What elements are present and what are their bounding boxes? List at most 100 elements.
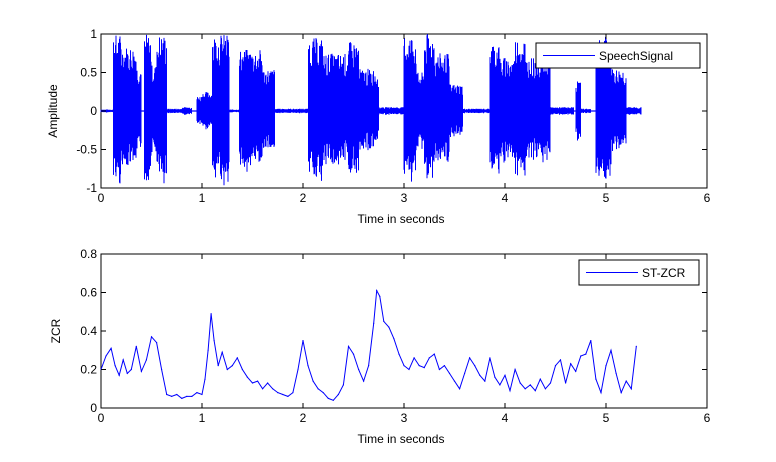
zcr-data-point: [565, 382, 567, 384]
zcr-data-point: [459, 388, 461, 390]
zcr-data-point: [358, 368, 360, 371]
zcr-data-point: [539, 378, 541, 380]
zcr-data-point: [575, 370, 577, 372]
zcr-data-point: [408, 368, 410, 371]
zcr-data-point: [373, 322, 375, 324]
zcr-data-point: [489, 357, 491, 359]
zcr-data-point: [352, 353, 355, 355]
x-tick-label: 6: [704, 191, 711, 205]
zcr-data-point: [327, 397, 329, 399]
zcr-data-point: [379, 295, 381, 297]
x-tick-label: 2: [300, 411, 307, 425]
x-axis-label: Time in seconds: [358, 212, 445, 226]
zcr-data-point: [413, 357, 415, 359]
zcr-data-point: [246, 376, 248, 378]
y-tick-label: 0: [90, 401, 97, 415]
zcr-data-point: [590, 340, 592, 342]
zcr-data-point: [267, 382, 269, 384]
zcr-data-point: [150, 336, 153, 338]
zcr-data-point: [630, 388, 632, 390]
y-tick-label: 0: [90, 104, 97, 118]
x-tick-label: 0: [98, 411, 105, 425]
zcr-data-point: [625, 380, 627, 382]
zcr-data-point: [524, 388, 526, 390]
legend: ST-ZCR: [578, 259, 700, 286]
zcr-data-point: [118, 374, 120, 376]
zcr-data-point: [322, 392, 324, 394]
zcr-data-point: [156, 342, 158, 344]
y-tick-label: 0.2: [80, 363, 97, 377]
zcr-data-point: [231, 365, 233, 367]
zcr-data-point: [114, 365, 116, 367]
zcr-data-point: [297, 368, 299, 371]
x-tick-label: 4: [502, 191, 509, 205]
zcr-data-point: [201, 393, 203, 396]
zcr-data-point: [196, 392, 198, 394]
zcr-data-point: [509, 390, 511, 392]
zcr-data-point: [122, 359, 124, 361]
x-tick-label: 3: [401, 191, 408, 205]
x-tick-label: 5: [603, 191, 610, 205]
x-axis-label: Time in seconds: [358, 432, 445, 446]
zcr-data-point: [140, 370, 142, 372]
x-tick-label: 3: [401, 411, 408, 425]
zcr-data-point: [110, 347, 112, 349]
y-tick-label: -1: [86, 181, 97, 195]
zcr-data-point: [484, 380, 486, 382]
x-tick-label: 1: [199, 191, 206, 205]
zcr-data-point: [494, 376, 496, 378]
zcr-data-point: [337, 393, 339, 396]
zcr-data-point: [191, 395, 193, 397]
zcr-data-point: [423, 367, 425, 369]
zcr-data-point: [368, 365, 370, 367]
zcr-data-point: [383, 320, 385, 322]
axis-ticks: 0 1 2 3 4 5 6 0 0.2 0.4 0.6 0.8: [80, 247, 710, 425]
zcr-data-point: [620, 392, 622, 394]
zcr-data-point: [549, 382, 552, 384]
legend: SpeechSignal: [535, 42, 701, 69]
zcr-data-point: [600, 392, 602, 394]
zcr-data-point: [499, 384, 501, 386]
x-tick-label: 5: [603, 411, 610, 425]
zcr-data-point: [443, 365, 445, 367]
zcr-data-point: [585, 353, 587, 355]
zcr-data-point: [241, 368, 243, 371]
zcr-data-point: [388, 326, 390, 328]
zcr-data-point: [161, 368, 163, 371]
zcr-data-point: [438, 368, 440, 371]
zcr-data-point: [282, 393, 284, 396]
y-tick-label: 0.6: [80, 286, 97, 300]
zcr-data-point: [292, 392, 294, 394]
zcr-data-point: [453, 380, 456, 382]
zcr-data-point: [130, 368, 132, 371]
zcr-data-point: [236, 357, 238, 359]
x-tick-label: 2: [300, 191, 307, 205]
zcr-data-point: [272, 388, 274, 390]
zcr-data-point: [126, 372, 128, 374]
zcr-data-point: [312, 380, 314, 382]
zcr-data-point: [257, 380, 259, 382]
zcr-data-point: [580, 355, 582, 357]
zcr-data-point: [181, 397, 183, 399]
zcr-data-point: [221, 351, 223, 353]
zcr-data-point: [347, 345, 350, 347]
zcr-data-point: [376, 290, 378, 292]
zcr-data-point: [217, 365, 219, 367]
zcr-data-point: [448, 372, 451, 374]
y-tick-label: 1: [90, 27, 97, 41]
zcr-data-point: [570, 363, 572, 365]
zcr-data-point: [332, 399, 334, 401]
x-tick-label: 0: [98, 191, 105, 205]
zcr-data-point: [428, 357, 430, 359]
y-axis-label: Amplitude: [46, 84, 60, 138]
y-tick-label: -0.5: [76, 143, 97, 157]
y-axis-label: ZCR: [49, 318, 63, 343]
zcr-data-point: [519, 382, 521, 384]
zcr-data-point: [544, 388, 547, 390]
zcr-data-point: [393, 338, 395, 340]
zcr-data-point: [105, 355, 107, 357]
zcr-data-point: [403, 365, 405, 367]
zcr-data-point: [135, 345, 137, 347]
zcr-data-point: [559, 359, 562, 361]
zcr-data-point: [213, 340, 215, 342]
